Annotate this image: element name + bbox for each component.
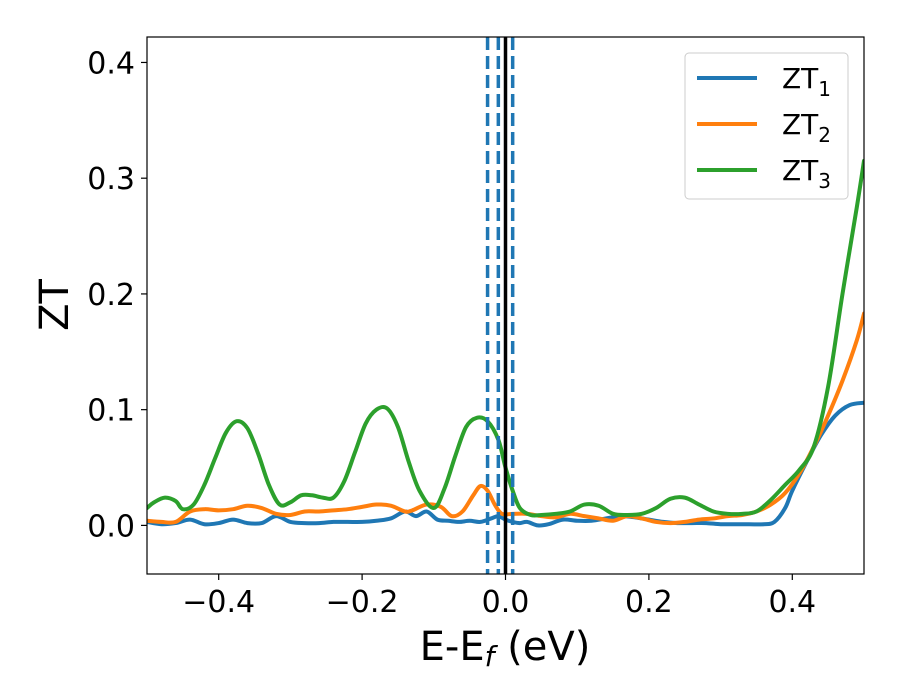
y-tick-label: 0.1 <box>87 394 135 429</box>
x-tick-label: −0.2 <box>326 585 399 620</box>
y-tick-label: 0.3 <box>87 162 135 197</box>
y-axis: 0.0 0.1 0.2 0.3 0.4 <box>87 46 147 544</box>
legend-frame <box>684 52 849 200</box>
x-axis-label: E-Ef (eV) <box>420 624 591 673</box>
plot-area <box>147 37 864 574</box>
y-tick-label: 0.4 <box>87 46 135 81</box>
legend-label-zt2: ZT2 <box>782 108 831 147</box>
legend-label-zt3: ZT3 <box>782 154 831 193</box>
x-tick-label: 0.4 <box>768 585 816 620</box>
series-line-zt3 <box>147 158 864 518</box>
legend-label-zt1: ZT1 <box>782 62 831 101</box>
y-axis-label: ZT <box>32 279 78 331</box>
x-tick-label: −0.4 <box>182 585 255 620</box>
x-tick-label: 0.0 <box>482 585 530 620</box>
x-axis: −0.4 −0.2 0.0 0.2 0.4 <box>182 574 816 620</box>
legend: ZT1 ZT2 ZT3 <box>684 52 849 200</box>
y-tick-label: 0.0 <box>87 509 135 544</box>
y-tick-label: 0.2 <box>87 278 135 313</box>
x-tick-label: 0.2 <box>625 585 673 620</box>
